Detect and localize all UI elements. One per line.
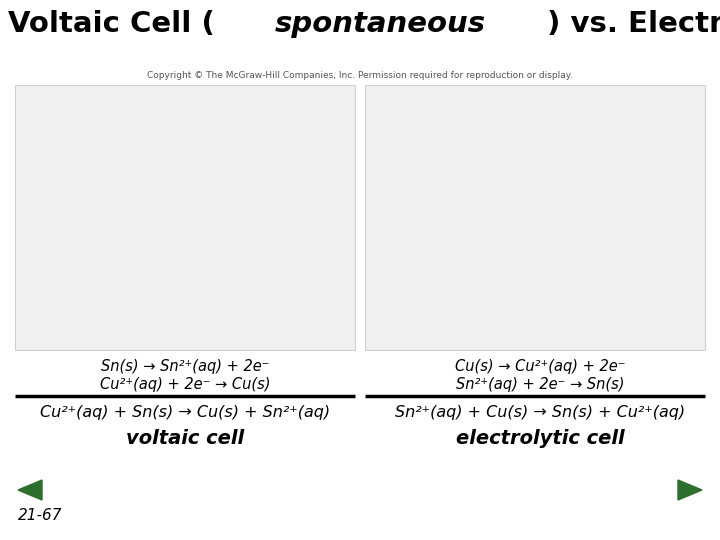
Text: Voltaic Cell (: Voltaic Cell (	[8, 10, 215, 38]
Text: Cu(s) → Cu²⁺(aq) + 2e⁻: Cu(s) → Cu²⁺(aq) + 2e⁻	[455, 360, 625, 375]
Text: Cu²⁺(aq) + 2e⁻ → Cu(s): Cu²⁺(aq) + 2e⁻ → Cu(s)	[100, 377, 270, 393]
Polygon shape	[678, 480, 702, 500]
Text: Sn²⁺(aq) + Cu(s) → Sn(s) + Cu²⁺(aq): Sn²⁺(aq) + Cu(s) → Sn(s) + Cu²⁺(aq)	[395, 406, 685, 421]
Text: 21-67: 21-67	[18, 508, 63, 523]
Text: Sn²⁺(aq) + 2e⁻ → Sn(s): Sn²⁺(aq) + 2e⁻ → Sn(s)	[456, 377, 624, 393]
Polygon shape	[18, 480, 42, 500]
Text: voltaic cell: voltaic cell	[126, 429, 244, 448]
Text: ) vs. Electrolytic cell (: ) vs. Electrolytic cell (	[547, 10, 720, 38]
Text: electrolytic cell: electrolytic cell	[456, 429, 624, 448]
Bar	[365, 85, 705, 350]
Text: Cu²⁺(aq) + Sn(s) → Cu(s) + Sn²⁺(aq): Cu²⁺(aq) + Sn(s) → Cu(s) + Sn²⁺(aq)	[40, 406, 330, 421]
Bar	[15, 85, 355, 350]
Text: Sn(s) → Sn²⁺(aq) + 2e⁻: Sn(s) → Sn²⁺(aq) + 2e⁻	[101, 360, 269, 375]
Text: spontaneous: spontaneous	[275, 10, 486, 38]
Text: Copyright © The McGraw-Hill Companies, Inc. Permission required for reproduction: Copyright © The McGraw-Hill Companies, I…	[147, 71, 573, 79]
